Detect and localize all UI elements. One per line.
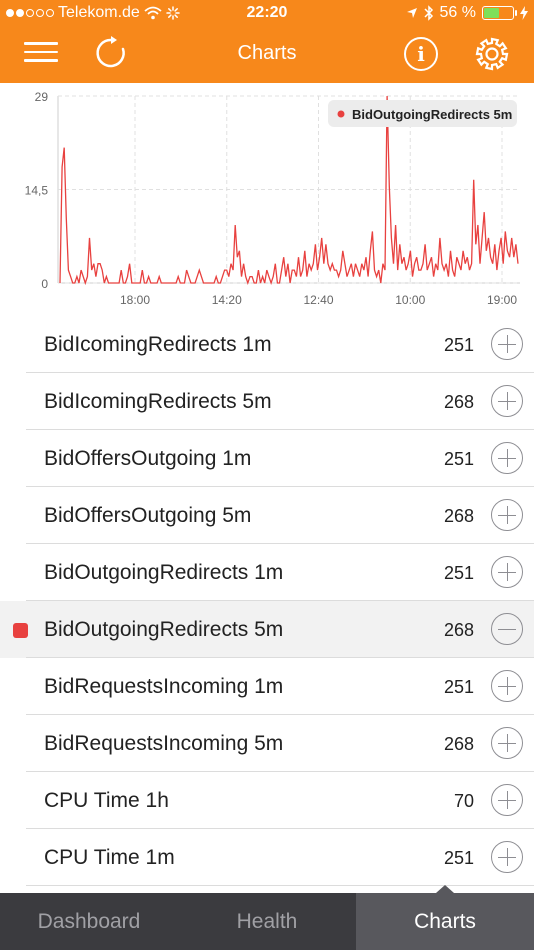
carrier-label: Telekom.de [58, 4, 140, 21]
add-series-icon[interactable] [491, 328, 523, 360]
series-color-marker [13, 623, 28, 638]
add-series-icon[interactable] [491, 841, 523, 873]
tab-charts[interactable]: Charts [356, 885, 534, 950]
list-item-count: 251 [443, 335, 474, 355]
row-divider [26, 600, 534, 601]
list-item-name: CPU Time 1m [44, 846, 175, 869]
list-item-count: 268 [443, 734, 474, 754]
hamburger-icon[interactable] [24, 42, 58, 66]
list-item[interactable]: CPU Time 1h 70 [0, 772, 534, 829]
x-tick-label: 18:00 [120, 293, 150, 307]
list-item-count: 70 [453, 791, 474, 811]
list-item-count: 251 [443, 449, 474, 469]
navigation-bar: Charts i [0, 28, 534, 83]
list-item-name: BidRequestsIncoming 5m [44, 732, 284, 755]
list-item-count: 251 [443, 677, 474, 697]
list-item[interactable]: BidOutgoingRedirects 5m 268 [0, 601, 534, 658]
list-item-name: BidOutgoingRedirects 5m [44, 618, 284, 641]
x-tick-label: 19:00 [487, 293, 517, 307]
location-arrow-icon [406, 8, 417, 18]
row-divider [26, 486, 534, 487]
signal-strength-icon [6, 9, 54, 17]
row-divider [26, 657, 534, 658]
list-item-name: BidOutgoingRedirects 1m [44, 561, 284, 584]
list-item[interactable]: BidIcomingRedirects 1m 251 [0, 316, 534, 373]
row-divider [26, 714, 534, 715]
gear-icon[interactable] [474, 36, 510, 72]
bluetooth-icon [424, 5, 433, 21]
list-item[interactable]: BidRequestsIncoming 5m 268 [0, 715, 534, 772]
x-tick-label: 14:20 [212, 293, 242, 307]
add-series-icon[interactable] [491, 670, 523, 702]
list-item-name: BidOffersOutgoing 5m [44, 504, 252, 527]
add-series-icon[interactable] [491, 442, 523, 474]
status-bar: Telekom.de 22:20 [0, 0, 534, 28]
wifi-icon [144, 6, 162, 20]
list-item[interactable]: BidOffersOutgoing 1m 251 [0, 430, 534, 487]
tab-health[interactable]: Health [236, 910, 298, 933]
add-series-icon[interactable] [491, 385, 523, 417]
info-icon[interactable]: i [404, 37, 438, 71]
row-divider [26, 771, 534, 772]
list-item[interactable]: BidOutgoingRedirects 1m 251 [0, 544, 534, 601]
activity-spinner-icon [166, 6, 180, 20]
add-series-icon[interactable] [491, 727, 523, 759]
list-item-name: CPU Time 1h [44, 789, 169, 812]
series-line-bidoutgoingredirects-5m [59, 95, 519, 286]
list-item[interactable]: CPU Time 1m 251 [0, 829, 534, 886]
line-chart: 29 14,5 0 18:00 14:20 12:40 10:00 19:00 BidOut… [25, 90, 520, 307]
page-title: Charts [237, 42, 297, 64]
legend-color-dot [337, 110, 345, 118]
list-item-count: 268 [443, 506, 474, 526]
y-tick-label: 0 [41, 277, 48, 291]
row-divider [26, 429, 534, 430]
battery-icon [482, 6, 517, 20]
row-divider [26, 828, 534, 829]
add-series-icon[interactable] [491, 499, 523, 531]
list-item-count: 251 [443, 848, 474, 868]
x-tick-label: 10:00 [395, 293, 425, 307]
tab-dashboard[interactable]: Dashboard [37, 910, 141, 933]
list-item-count: 251 [443, 563, 474, 583]
status-time: 22:20 [246, 4, 288, 21]
refresh-icon[interactable] [94, 36, 128, 70]
tab-bar: Dashboard Health Charts [0, 885, 534, 950]
charging-bolt-icon [520, 6, 528, 20]
y-tick-label: 29 [35, 90, 49, 104]
add-series-icon[interactable] [491, 556, 523, 588]
list-item-name: BidIcomingRedirects 5m [44, 390, 272, 413]
list-item-name: BidRequestsIncoming 1m [44, 675, 284, 698]
list-item-name: BidIcomingRedirects 1m [44, 333, 272, 356]
y-tick-label: 14,5 [25, 184, 49, 198]
top-bar: Telekom.de 22:20 [0, 0, 534, 83]
row-divider [26, 885, 534, 886]
add-series-icon[interactable] [491, 784, 523, 816]
row-divider [26, 543, 534, 544]
list-item-name: BidOffersOutgoing 1m [44, 447, 252, 470]
list-item[interactable]: BidIcomingRedirects 5m 268 [0, 373, 534, 430]
legend-label: BidOutgoingRedirects 5m [352, 107, 512, 122]
list-item-count: 268 [443, 620, 474, 640]
battery-percentage: 56 % [439, 4, 476, 21]
list-item-count: 268 [443, 392, 474, 412]
list-item[interactable]: BidRequestsIncoming 1m 251 [0, 658, 534, 715]
x-tick-label: 12:40 [303, 293, 333, 307]
metric-list: BidIcomingRedirects 1m 251 BidIcomingRedir… [0, 316, 534, 886]
chart-legend: BidOutgoingRedirects 5m [328, 100, 517, 127]
remove-series-icon[interactable] [491, 613, 523, 645]
row-divider [26, 372, 534, 373]
list-item[interactable]: BidOffersOutgoing 5m 268 [0, 487, 534, 544]
